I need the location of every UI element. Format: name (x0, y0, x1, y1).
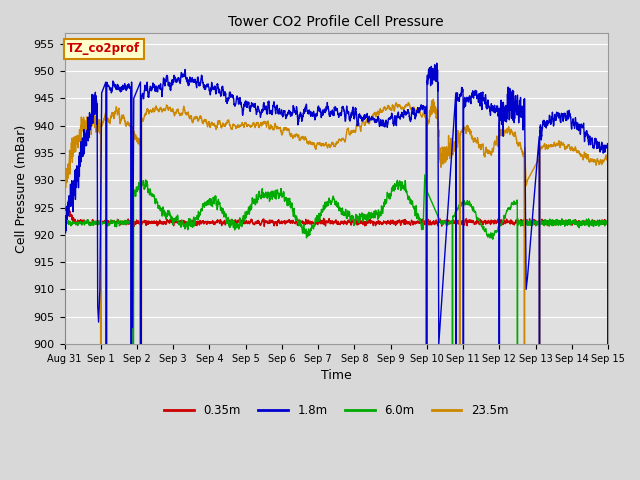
X-axis label: Time: Time (321, 369, 351, 382)
Legend: 0.35m, 1.8m, 6.0m, 23.5m: 0.35m, 1.8m, 6.0m, 23.5m (159, 399, 513, 422)
Title: Tower CO2 Profile Cell Pressure: Tower CO2 Profile Cell Pressure (228, 15, 444, 29)
Text: TZ_co2prof: TZ_co2prof (67, 42, 140, 55)
Y-axis label: Cell Pressure (mBar): Cell Pressure (mBar) (15, 124, 28, 252)
